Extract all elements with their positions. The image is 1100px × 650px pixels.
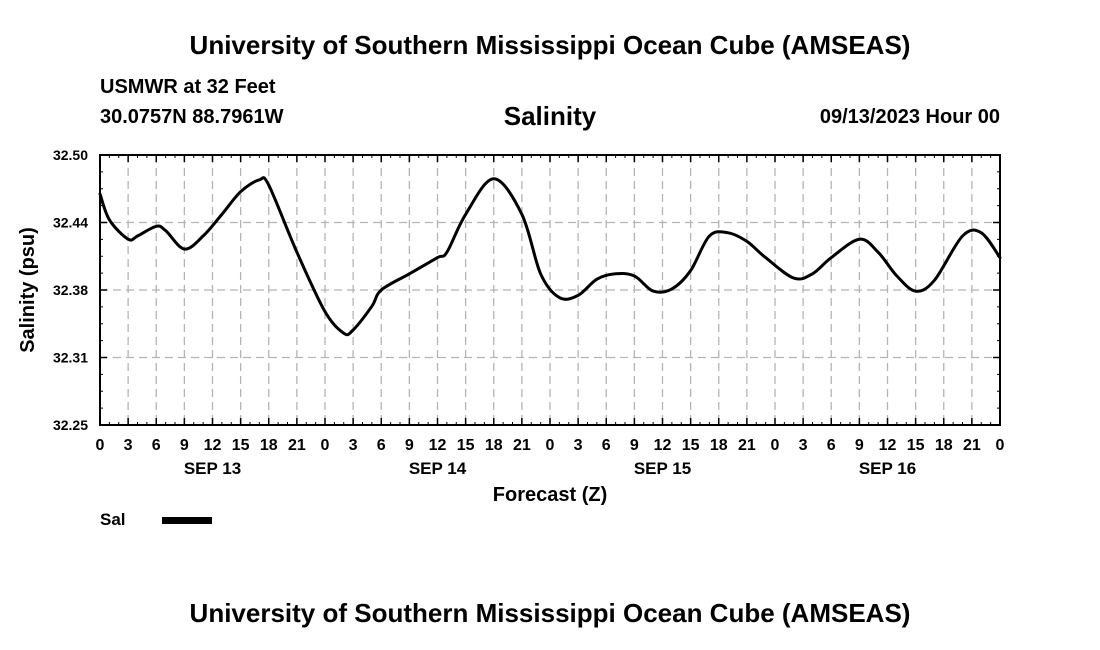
y-axis-title: Salinity (psu) [17,227,39,353]
x-tick-label: 3 [124,437,133,454]
x-tick-label: 12 [879,437,897,454]
x-tick-label: 15 [232,437,250,454]
x-tick-label: 21 [288,437,306,454]
date-label: SEP 16 [859,459,916,478]
x-tick-label: 15 [457,437,475,454]
x-tick-label: 21 [963,437,981,454]
x-tick-label: 12 [654,437,672,454]
x-tick-label: 0 [771,437,780,454]
y-tick-label: 32.38 [53,282,88,298]
y-tick-label: 32.50 [53,147,88,163]
date-label: SEP 14 [409,459,467,478]
x-tick-label: 9 [630,437,639,454]
y-tick-labels: 32.25 32.31 32.38 32.44 32.50 [53,147,88,433]
forecast-datetime: 09/13/2023 Hour 00 [819,106,1000,128]
y-tick-label: 32.44 [53,215,88,231]
x-tick-label: 21 [513,437,531,454]
salinity-series-line [98,176,1002,337]
x-tick-label: 15 [682,437,700,454]
data-series [98,176,1002,337]
x-tick-label: 6 [377,437,386,454]
y-tick-label: 32.25 [53,417,88,433]
x-tick-label: 21 [738,437,756,454]
legend-line-swatch [162,517,212,524]
x-tick-label: 6 [152,437,161,454]
x-axis-title: Forecast (Z) [493,484,607,506]
y-tick-label: 32.31 [53,350,88,366]
grid-lines [100,155,1000,425]
x-tick-labels: 0 3 6 9 12 15 18 21 0 3 6 9 12 15 18 21 0 3 6 9 12 15 18 21 0 3 6 9… [96,437,1005,454]
x-tick-label: 12 [429,437,447,454]
x-tick-label: 0 [96,437,105,454]
legend-label: Sal [100,510,126,529]
date-labels: SEP 13 SEP 14 SEP 15 SEP 16 [184,459,916,478]
x-tick-label: 6 [602,437,611,454]
parameter-title: Salinity [503,101,597,131]
x-tick-label: 18 [935,437,953,454]
x-tick-label: 9 [405,437,414,454]
x-tick-label: 18 [260,437,278,454]
chart-title: University of Southern Mississippi Ocean… [189,30,911,60]
x-tick-label: 0 [321,437,330,454]
x-tick-label: 3 [349,437,358,454]
x-tick-label: 9 [855,437,864,454]
axis-ticks [99,154,1001,426]
x-tick-label: 0 [546,437,555,454]
footer-title: University of Southern Mississippi Ocean… [189,598,911,628]
x-tick-label: 3 [574,437,583,454]
station-coordinates: 30.0757N 88.7961W [100,106,284,128]
date-label: SEP 13 [184,459,241,478]
x-tick-label: 9 [180,437,189,454]
station-label: USMWR at 32 Feet [100,76,276,98]
x-tick-label: 3 [799,437,808,454]
date-label: SEP 15 [634,459,691,478]
x-tick-label: 18 [485,437,503,454]
x-tick-label: 6 [827,437,836,454]
x-tick-label: 12 [204,437,222,454]
x-tick-label: 15 [907,437,925,454]
x-tick-label: 18 [710,437,728,454]
x-tick-label: 0 [996,437,1005,454]
